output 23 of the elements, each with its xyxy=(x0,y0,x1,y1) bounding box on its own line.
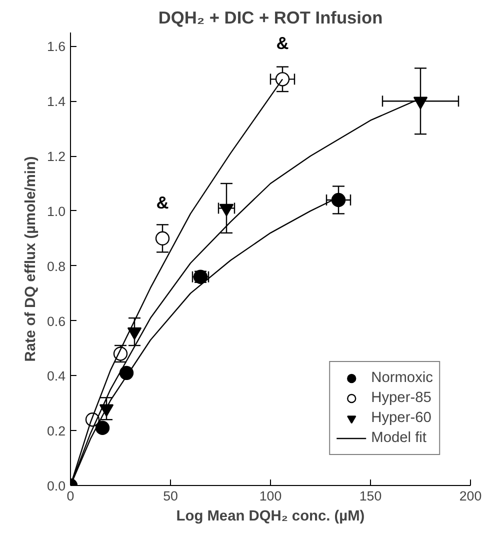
x-axis-title: Log Mean DQH₂ conc. (µM) xyxy=(176,508,365,524)
y-tick-label: 0.4 xyxy=(46,368,66,384)
x-tick-label: 100 xyxy=(259,488,282,504)
y-tick-label: 0.2 xyxy=(46,424,66,439)
x-tick-label: 50 xyxy=(163,488,178,504)
legend-label: Normoxic xyxy=(371,370,433,386)
y-tick-label: 0.6 xyxy=(46,314,66,329)
y-tick-label: 1.0 xyxy=(46,204,66,219)
y-axis-title: Rate of DQ efflux (µmole/min) xyxy=(22,156,39,362)
y-tick-label: 1.6 xyxy=(46,39,66,54)
legend-label: Hyper-60 xyxy=(371,410,432,426)
x-tick-label: 200 xyxy=(459,488,482,504)
y-tick-label: 0.0 xyxy=(46,478,66,494)
x-tick-label: 0 xyxy=(66,488,74,504)
legend-label: Model fit xyxy=(371,430,426,446)
x-tick-label: 150 xyxy=(359,488,382,504)
legend-label: Hyper-85 xyxy=(371,390,432,406)
y-tick-label: 1.4 xyxy=(46,94,66,110)
y-tick-label: 0.8 xyxy=(46,258,66,274)
chart-title: DQH₂ + DIC + ROT Infusion xyxy=(158,8,383,28)
annotation: & xyxy=(156,192,169,212)
annotation: & xyxy=(276,33,289,54)
y-tick-label: 1.2 xyxy=(46,149,66,164)
